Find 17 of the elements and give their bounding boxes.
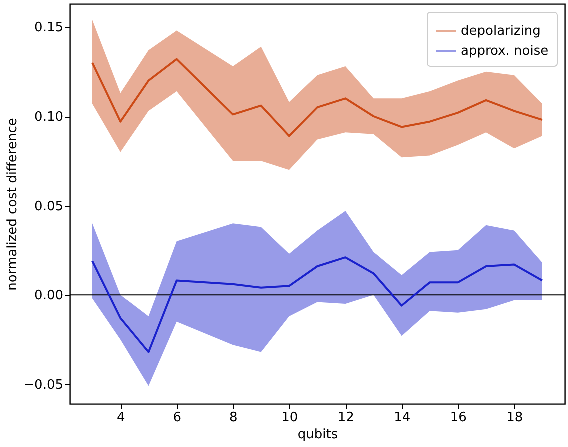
y-tick-label: −0.05 (24, 378, 64, 393)
y-tick-label: 0.05 (34, 199, 64, 214)
x-tick-label: 12 (338, 410, 354, 426)
x-tick-label: 16 (450, 410, 467, 426)
y-axis-title: normalized cost difference (6, 118, 21, 291)
x-tick-label: 10 (282, 410, 298, 426)
x-tick-label: 6 (173, 410, 182, 426)
y-tick-label: 0.00 (34, 288, 64, 304)
x-axis-title: qubits (298, 428, 338, 442)
y-tick-label: 0.15 (34, 20, 64, 36)
legend-label: depolarizing (461, 24, 541, 39)
legend-label: approx. noise (461, 44, 549, 59)
x-tick-label: 4 (116, 410, 126, 426)
x-tick-label: 8 (229, 410, 238, 426)
x-tick-label: 14 (394, 410, 411, 426)
x-tick-label: 18 (506, 410, 524, 426)
y-tick-label: 0.10 (34, 110, 64, 125)
